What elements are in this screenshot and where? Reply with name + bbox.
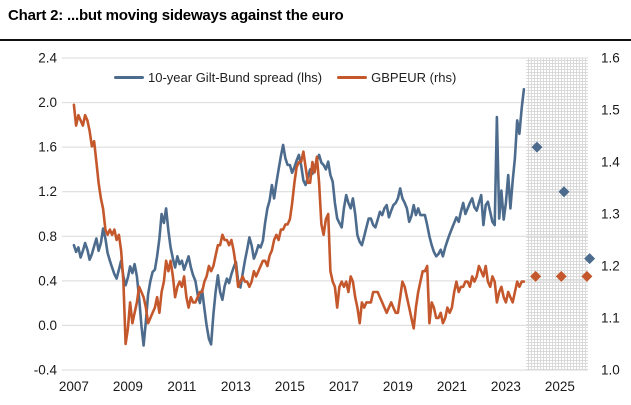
gbpeur-forecast-diamond xyxy=(530,270,542,282)
legend-label-gilt-bund-spread: 10-year Gilt-Bund spread (lhs) xyxy=(148,70,323,85)
forecast-region xyxy=(526,58,588,370)
y-axis-left-tick-label: 1.6 xyxy=(38,140,57,155)
y-axis-left-tick-label: 0.4 xyxy=(38,273,57,288)
x-axis-tick-label: 2023 xyxy=(491,379,521,394)
y-axis-right-tick-label: 1.4 xyxy=(601,155,620,170)
x-axis-tick-label: 2011 xyxy=(167,379,196,394)
legend-marker-gbpeur-line xyxy=(337,75,368,80)
x-axis-tick-label: 2019 xyxy=(383,379,413,394)
gbpeur-forecast-diamond xyxy=(555,270,567,282)
y-axis-right-tick-label: 1.5 xyxy=(601,103,620,118)
x-axis-tick-label: 2021 xyxy=(437,379,467,394)
legend-item-gilt-bund-spread: 10-year Gilt-Bund spread (lhs) xyxy=(114,70,322,85)
x-axis-tick-label: 2007 xyxy=(59,379,89,394)
gbpeur-line xyxy=(72,103,526,346)
y-axis-left-tick-label: 0.8 xyxy=(38,229,57,244)
legend-item-gbpeur: GBPEUR (rhs) xyxy=(337,70,456,85)
y-axis-left-tick-label: 2.0 xyxy=(38,95,57,110)
gbpeur-forecast-diamond xyxy=(581,270,593,282)
title-rule xyxy=(0,39,631,41)
y-axis-left-tick-label: 0.0 xyxy=(38,318,57,333)
y-axis-right-tick-label: 1.6 xyxy=(601,51,620,66)
x-axis-tick-label: 2013 xyxy=(221,379,251,394)
gilt-bund-forecast-diamond xyxy=(531,141,543,153)
x-axis-tick-label: 2009 xyxy=(113,379,143,394)
gilt-bund-forecast-diamond xyxy=(558,186,570,198)
y-axis-left-tick-label: -0.4 xyxy=(34,363,58,378)
x-axis-tick-label: 2025 xyxy=(545,379,575,394)
y-axis-left-tick-label: 1.2 xyxy=(38,184,57,199)
y-axis-right-tick-label: 1.3 xyxy=(601,207,620,222)
y-axis-right-tick-label: 1.0 xyxy=(601,363,620,378)
legend: 10-year Gilt-Bund spread (lhs) GBPEUR (r… xyxy=(114,70,456,85)
gilt-bund-forecast-diamond xyxy=(584,253,596,265)
y-axis-right-tick-label: 1.2 xyxy=(601,259,620,274)
x-axis-tick-label: 2015 xyxy=(275,379,305,394)
legend-label-gbpeur: GBPEUR (rhs) xyxy=(371,70,457,85)
y-axis-left-tick-label: 2.4 xyxy=(38,51,57,66)
legend-marker-gilt-bund-line xyxy=(114,75,144,80)
chart-title: Chart 2: ...but moving sideways against … xyxy=(8,7,344,24)
x-axis-tick-label: 2017 xyxy=(329,379,359,394)
y-axis-right-tick-label: 1.1 xyxy=(601,311,620,326)
gilt-bund-spread-line xyxy=(72,87,526,347)
